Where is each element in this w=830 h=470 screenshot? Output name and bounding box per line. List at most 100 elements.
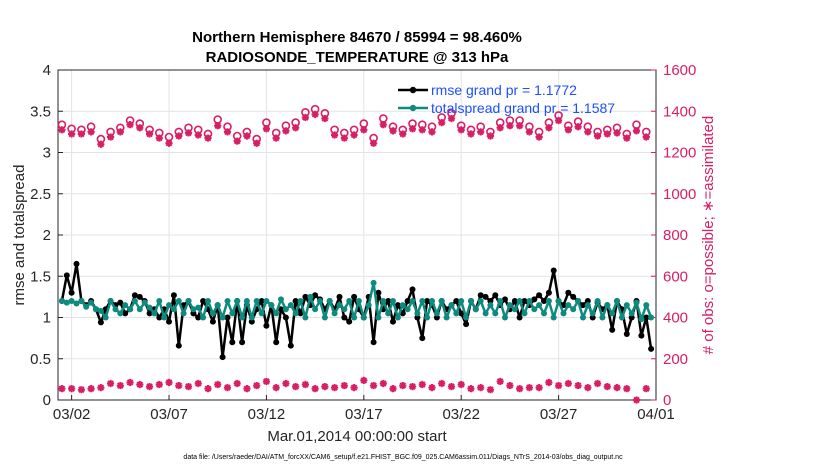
- totalspread-point: [312, 306, 319, 313]
- rmse-point: [638, 332, 645, 339]
- totalspread-point: [151, 310, 158, 317]
- totalspread-point: [609, 310, 616, 317]
- y-right-tick-label: 800: [663, 227, 688, 244]
- rmse-point: [424, 298, 431, 304]
- rmse-point: [278, 306, 284, 313]
- rmse-point: [536, 292, 543, 299]
- assimilated-obs-point: [379, 121, 387, 129]
- assimilated-obs-point: [447, 382, 456, 391]
- rmse-point: [190, 310, 197, 317]
- totalspread-point: [88, 299, 95, 306]
- assimilated-obs-point: [486, 132, 495, 140]
- assimilated-obs-point: [525, 384, 533, 392]
- totalspread-point: [224, 298, 231, 304]
- assimilated-obs-point: [438, 118, 446, 127]
- assimilated-obs-point: [282, 379, 290, 388]
- rmse-point: [463, 321, 470, 328]
- assimilated-obs-point: [623, 134, 631, 142]
- totalspread-point: [258, 310, 265, 317]
- rmse-point: [146, 310, 153, 317]
- assimilated-obs-point: [632, 127, 641, 135]
- rmse-point: [521, 298, 528, 304]
- assimilated-obs-point: [379, 379, 387, 388]
- totalspread-point: [229, 310, 236, 317]
- assimilated-obs-point: [496, 377, 504, 386]
- rmse-point: [195, 314, 202, 321]
- totalspread-point: [341, 306, 348, 313]
- rmse-point: [541, 298, 547, 304]
- assimilated-obs-point: [603, 382, 611, 391]
- totalspread-point: [161, 314, 168, 321]
- legend-spread-marker: [409, 104, 417, 112]
- assimilated-obs-point: [175, 132, 183, 140]
- totalspread-point: [472, 306, 479, 313]
- y-left-tick-label: 2.5: [30, 186, 51, 203]
- assimilated-obs-point: [68, 130, 76, 138]
- totalspread-point: [536, 302, 543, 309]
- assimilated-obs-point: [545, 378, 553, 387]
- obs-series-group: [57, 104, 651, 404]
- totalspread-point: [623, 302, 630, 309]
- assimilated-obs-point: [155, 380, 163, 389]
- totalspread-point: [502, 314, 508, 321]
- rmse-point: [609, 326, 616, 333]
- assimilated-obs-point: [623, 385, 631, 393]
- x-tick-label: 03/17: [345, 406, 383, 423]
- assimilated-obs-point: [223, 384, 232, 392]
- assimilated-obs-point: [593, 379, 602, 388]
- totalspread-point: [419, 298, 426, 304]
- x-tick-label: 03/02: [53, 406, 91, 423]
- totalspread-point: [78, 298, 85, 304]
- totalspread-point: [492, 310, 499, 317]
- rmse-point: [175, 342, 182, 349]
- assimilated-obs-point: [428, 384, 436, 392]
- totalspread-point: [550, 314, 557, 321]
- totalspread-point: [136, 306, 143, 313]
- totalspread-point: [317, 298, 323, 304]
- assimilated-obs-point: [321, 114, 329, 123]
- totalspread-point: [390, 298, 396, 304]
- totalspread-point: [429, 298, 435, 304]
- rmse-point: [482, 293, 489, 300]
- totalspread-point: [487, 302, 494, 309]
- rmse-point: [312, 292, 319, 299]
- totalspread-point: [146, 304, 153, 311]
- assimilated-obs-point: [253, 381, 261, 390]
- assimilated-obs-point: [535, 384, 543, 392]
- rmse-point: [156, 314, 163, 321]
- totalspread-point: [575, 298, 582, 304]
- totalspread-point: [190, 306, 197, 313]
- assimilated-obs-point: [457, 380, 465, 389]
- totalspread-point: [336, 302, 343, 309]
- assimilated-obs-point: [155, 134, 163, 142]
- assimilated-obs-point: [311, 110, 319, 118]
- x-tick-label: 03/27: [540, 406, 578, 423]
- totalspread-point: [433, 310, 440, 317]
- rmse-point: [166, 318, 172, 325]
- totalspread-point: [83, 303, 90, 310]
- rmse-point: [370, 339, 377, 346]
- totalspread-point: [58, 298, 65, 304]
- rmse-point: [263, 322, 270, 329]
- totalspread-point: [117, 310, 124, 317]
- totalspread-point: [638, 316, 645, 323]
- assimilated-obs-point: [126, 121, 134, 129]
- assimilated-obs-point: [243, 385, 251, 393]
- assimilated-obs-point: [418, 380, 426, 389]
- totalspread-point: [214, 302, 221, 309]
- y-left-tick-label: 4: [43, 62, 51, 79]
- totalspread-point: [458, 298, 465, 304]
- totalspread-point: [424, 314, 431, 321]
- assimilated-obs-point: [87, 385, 95, 393]
- assimilated-obs-point: [399, 381, 407, 390]
- totalspread-point: [107, 298, 114, 304]
- assimilated-obs-point: [555, 381, 563, 390]
- rmse-point: [224, 314, 231, 321]
- assimilated-obs-point: [194, 131, 202, 139]
- totalspread-point: [253, 298, 260, 304]
- assimilated-obs-point: [574, 381, 582, 390]
- assimilated-obs-point: [204, 134, 212, 142]
- rmse-point: [351, 293, 358, 300]
- assimilated-obs-point: [116, 128, 124, 136]
